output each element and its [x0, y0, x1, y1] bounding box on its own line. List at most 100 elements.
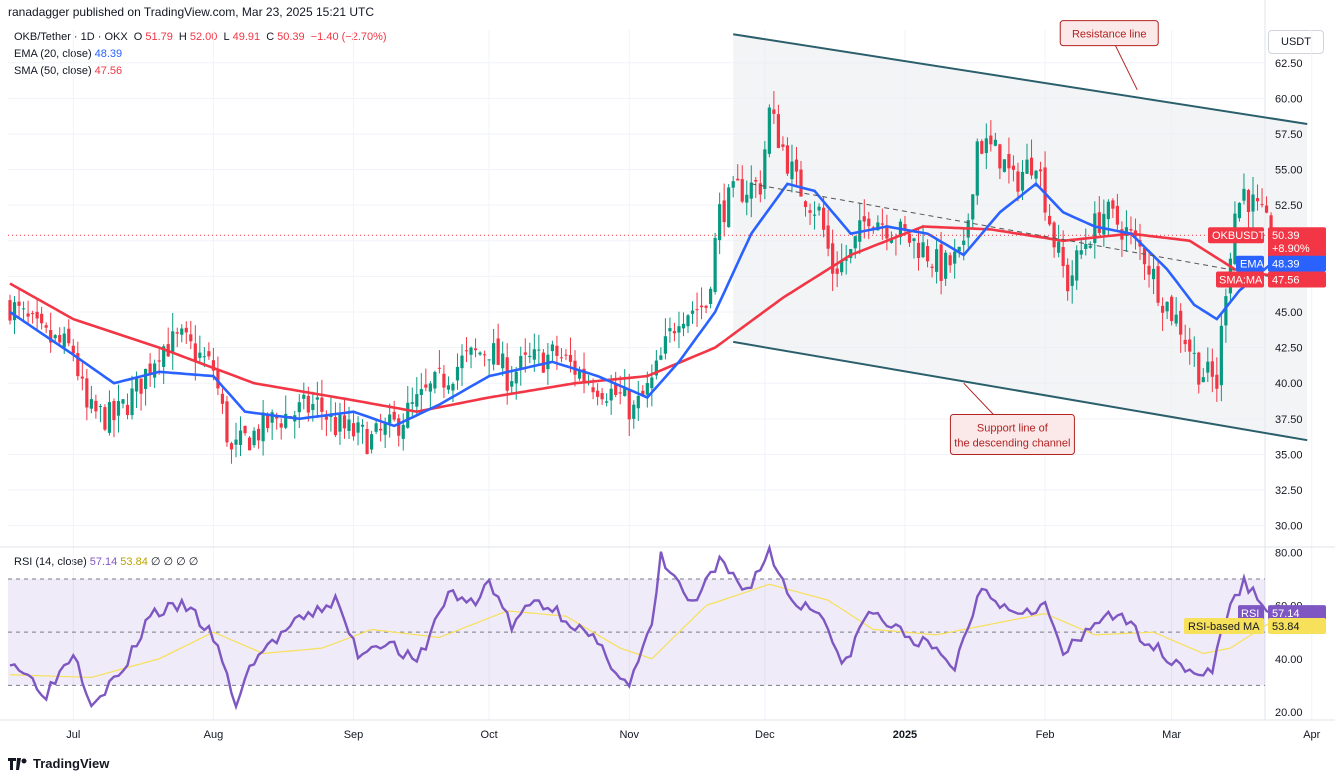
candle-body — [63, 334, 66, 348]
candle-body — [1256, 198, 1259, 201]
candle-body — [515, 372, 518, 384]
candle-body — [1215, 375, 1218, 389]
candle-body — [1116, 206, 1119, 225]
candle-body — [185, 328, 188, 333]
price-tick-label: 52.50 — [1275, 200, 1303, 212]
candle-body — [510, 381, 513, 387]
candle-body — [361, 425, 364, 427]
candle-body — [953, 252, 956, 264]
candle-body — [1003, 159, 1006, 172]
candle-body — [827, 226, 830, 249]
candle-body — [451, 384, 454, 391]
price-tick-label: 35.00 — [1275, 449, 1303, 461]
candle-body — [429, 383, 432, 391]
time-tick-label: 2025 — [893, 729, 917, 741]
ema-price-text: 48.39 — [1272, 259, 1300, 271]
candle-body — [935, 249, 938, 272]
candle-body — [596, 391, 599, 397]
candle-body — [881, 223, 884, 224]
candle-body — [13, 302, 16, 320]
candle-body — [1147, 266, 1150, 275]
candle-body — [234, 440, 237, 445]
candle-body — [17, 302, 20, 306]
candle-body — [1039, 169, 1042, 171]
candle-body — [338, 415, 341, 432]
time-tick-label: Oct — [481, 729, 498, 741]
candle-body — [375, 423, 378, 432]
candle-body — [714, 238, 717, 292]
candle-body — [189, 334, 192, 341]
candle-body — [117, 401, 120, 416]
candle-body — [822, 208, 825, 230]
price-tick-label: 37.50 — [1275, 414, 1303, 426]
time-tick-label: Apr — [1303, 729, 1320, 741]
candle-body — [921, 242, 924, 257]
candle-body — [320, 398, 323, 412]
candle-body — [316, 397, 319, 399]
price-tick-label: 40.00 — [1275, 378, 1303, 390]
tradingview-logo-icon — [8, 758, 28, 770]
candle-body — [741, 179, 744, 201]
candle-body — [1206, 362, 1209, 373]
candle-body — [492, 343, 495, 364]
candle-body — [610, 389, 613, 401]
candle-body — [40, 314, 43, 323]
candle-body — [1043, 167, 1046, 212]
candle-body — [664, 336, 667, 353]
tradingview-logo: TradingView — [8, 756, 109, 771]
candle-body — [1021, 172, 1024, 191]
candle-body — [130, 388, 133, 415]
candle-body — [469, 348, 472, 355]
candle-body — [365, 429, 368, 454]
candle-body — [1080, 250, 1083, 254]
support-callout-text: the descending channel — [954, 437, 1070, 449]
time-tick-label: Aug — [204, 729, 224, 741]
candle-body — [31, 313, 34, 314]
candle-body — [415, 394, 418, 407]
candle-body — [262, 412, 265, 441]
candle-body — [930, 267, 933, 268]
candle-body — [1170, 297, 1173, 321]
candle-body — [121, 399, 124, 403]
candle-body — [976, 141, 979, 195]
rsi-ma-price-text: 53.84 — [1272, 621, 1300, 633]
support-callout-text: Support line of — [977, 422, 1049, 434]
time-tick-label: Dec — [755, 729, 775, 741]
candle-body — [397, 418, 400, 435]
time-tick-label: Jul — [66, 729, 80, 741]
candle-body — [750, 183, 753, 199]
time-tick-label: Mar — [1162, 729, 1181, 741]
price-tick-label: 57.50 — [1275, 129, 1303, 141]
candle-body — [528, 356, 531, 357]
candle-body — [628, 390, 631, 420]
candle-body — [180, 329, 183, 335]
candle-body — [1193, 353, 1196, 354]
candle-body — [488, 359, 491, 360]
candle-body — [343, 415, 346, 428]
candle-body — [257, 429, 260, 441]
price-tick-label: 42.50 — [1275, 343, 1303, 355]
candle-body — [126, 405, 129, 415]
footer-brand: TradingView — [33, 756, 109, 771]
candle-body — [732, 181, 735, 188]
candle-body — [72, 346, 75, 354]
candle-body — [347, 420, 350, 431]
candle-body — [334, 417, 337, 435]
candle-body — [854, 236, 857, 248]
candle-body — [506, 357, 509, 390]
candle-body — [1265, 206, 1268, 213]
candle-body — [239, 431, 242, 445]
candle-body — [311, 404, 314, 410]
candle-body — [668, 328, 671, 331]
candle-body — [352, 423, 355, 436]
candle-body — [58, 335, 61, 342]
candle-body — [1075, 250, 1078, 280]
candle-body — [36, 312, 39, 319]
candle-body — [777, 114, 780, 148]
candle-body — [971, 194, 974, 219]
candle-body — [1251, 195, 1254, 212]
candle-body — [926, 246, 929, 261]
candle-body — [1066, 265, 1069, 291]
candle-body — [1166, 302, 1169, 311]
candle-body — [836, 268, 839, 273]
